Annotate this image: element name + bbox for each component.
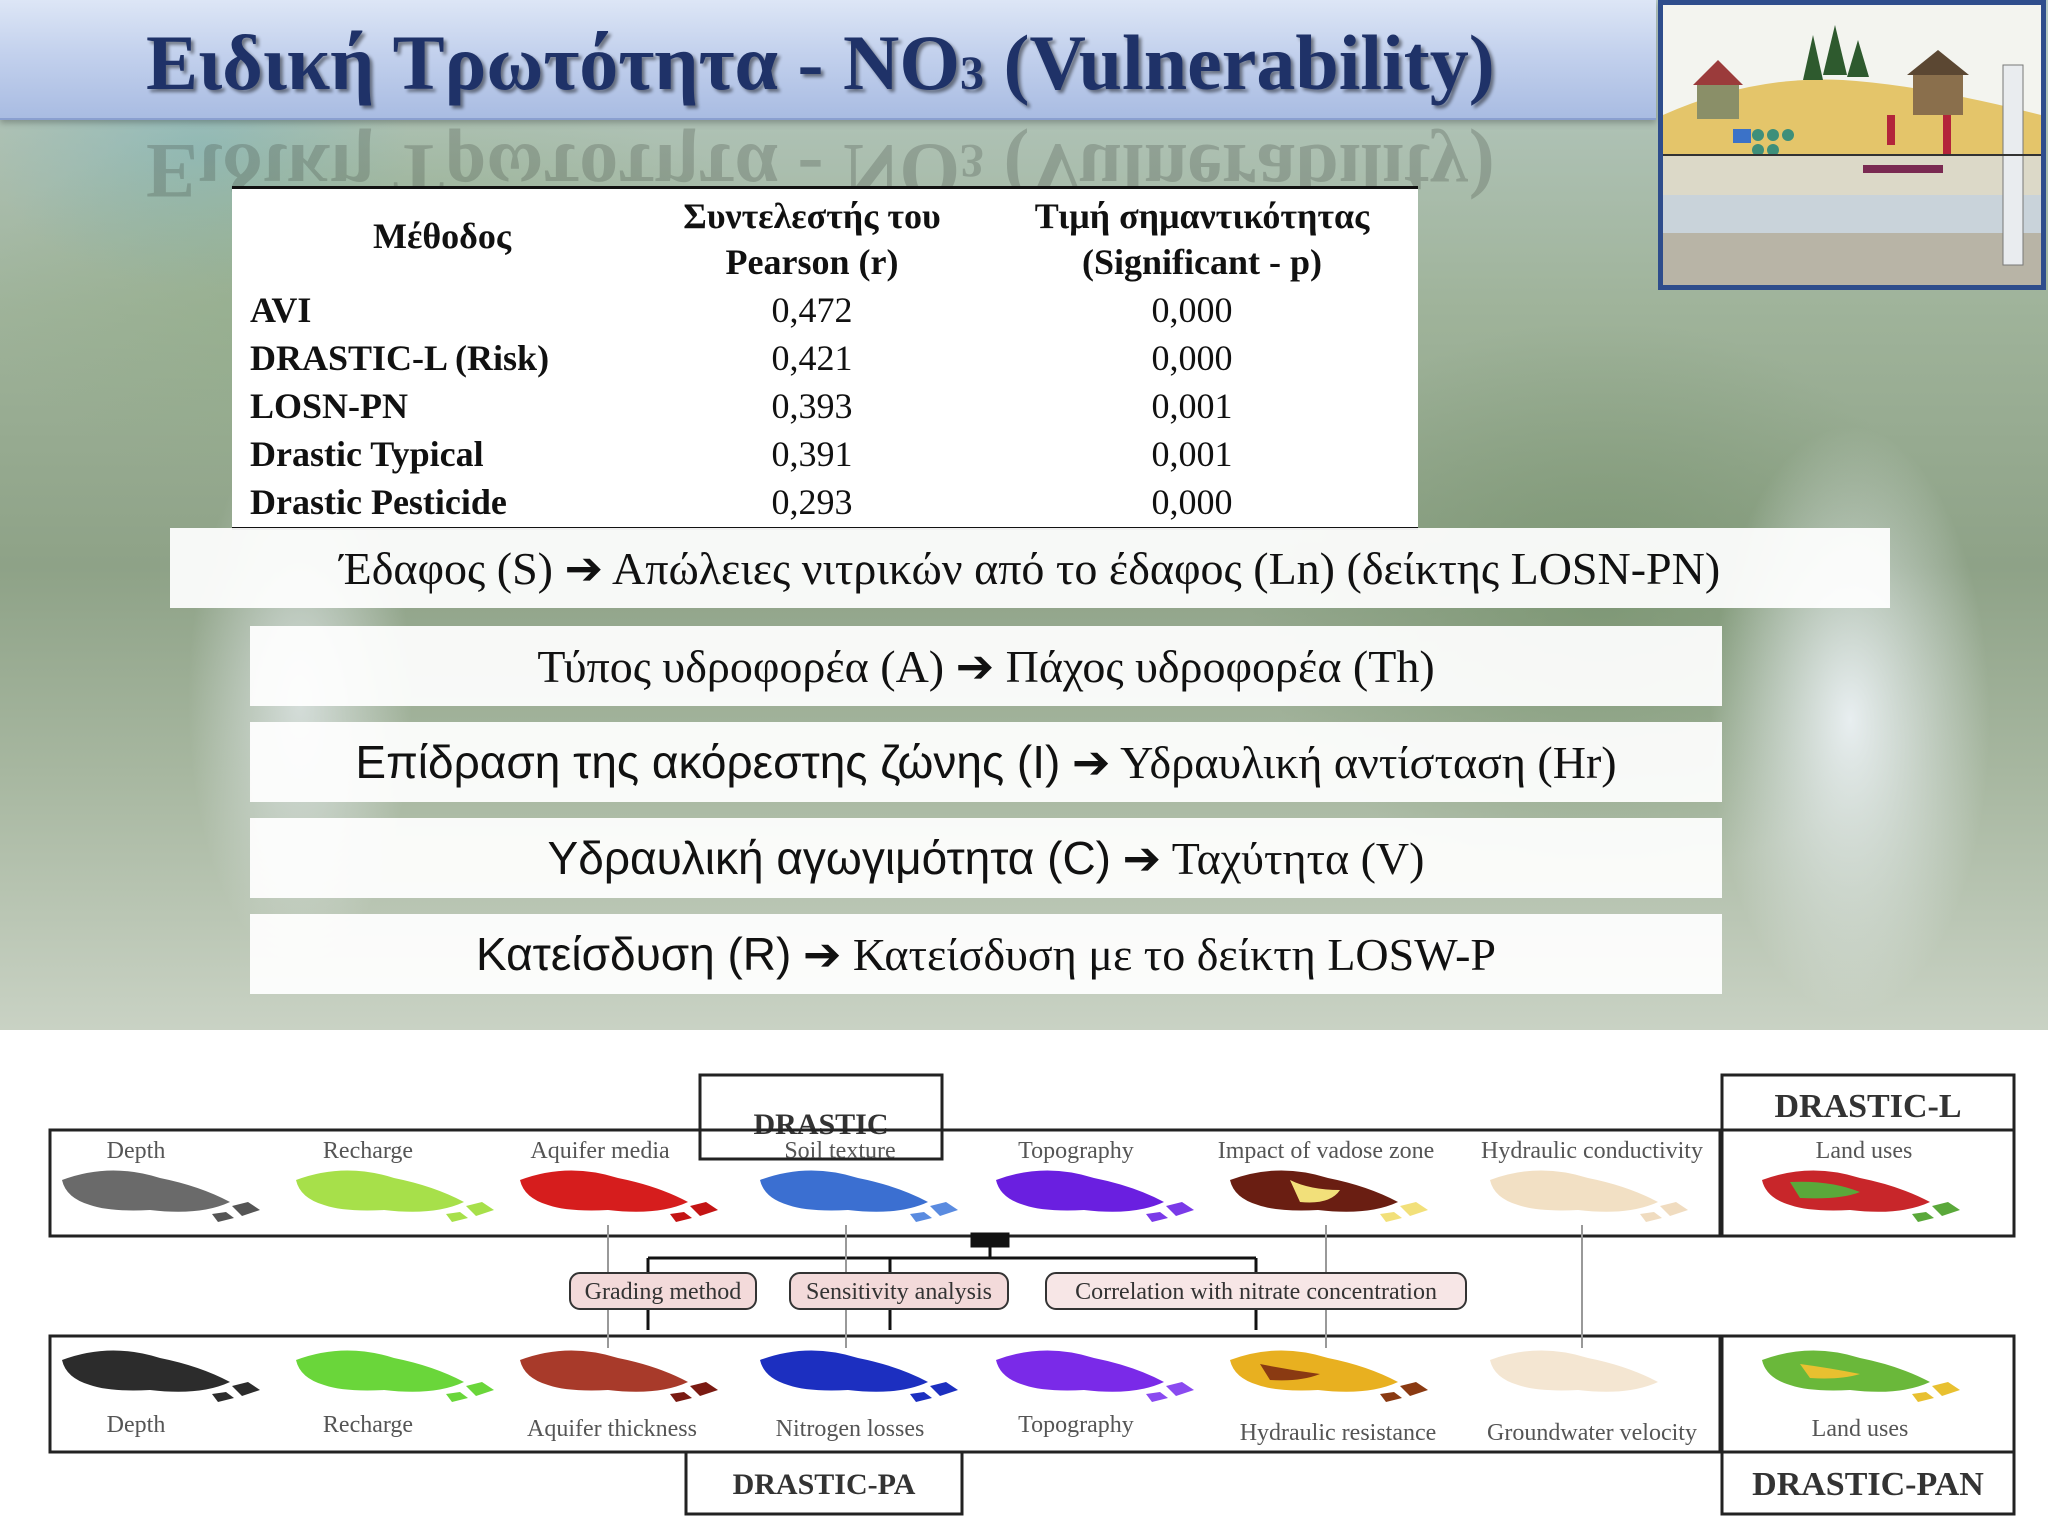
drastic-workflow-diagram: DRASTIC DRASTIC-L DRASTIC-PAN DRASTIC-PA…: [48, 1073, 2016, 1516]
table-row: LOSN-PN 0,393 0,001: [232, 385, 1418, 433]
map-label: Impact of vadose zone: [1218, 1138, 1435, 1164]
drastic-l-frame: [1720, 1073, 2016, 1238]
header-pearson-line1: Συντελεστής του: [683, 196, 941, 236]
cell-method: AVI: [250, 290, 312, 330]
table-row: Drastic Pesticide 0,293 0,000: [232, 481, 1418, 529]
table-row: Drastic Typical 0,391 0,001: [232, 433, 1418, 481]
header-pearson-line2: Pearson (r): [725, 242, 899, 282]
mapping-to: Απώλειες νιτρικών από το έδαφος (Ln) (δε…: [612, 543, 1721, 594]
mapping-band-recharge: Κατείσδυση (R) ➔ Κατείσδυση με το δείκτη…: [250, 914, 1722, 994]
cell-pearson: 0,391: [771, 434, 853, 474]
page-title: Ειδική Τρωτότητα - NO3 (Vulnerability): [146, 19, 1495, 106]
mapping-from: Κατείσδυση (R): [475, 928, 792, 980]
arrow-icon: ➔: [1071, 735, 1111, 789]
map-label: Recharge: [323, 1412, 413, 1438]
method-pill: [789, 1272, 1009, 1310]
drastic-pa-label: DRASTIC-PA: [733, 1468, 916, 1501]
cell-significance: 0,000: [1151, 338, 1233, 378]
cell-significance: 0,000: [1151, 482, 1233, 522]
cell-significance: 0,001: [1151, 434, 1233, 474]
arrow-icon: ➔: [1122, 831, 1162, 885]
mapping-band-conductivity: Υδραυλική αγωγιμότητα (C) ➔ Ταχύτητα (V): [250, 818, 1722, 898]
drastic-label: DRASTIC: [753, 1108, 888, 1141]
mapping-from: Έδαφος (S): [339, 543, 553, 594]
connector-lines: [646, 1232, 1258, 1330]
drastic-maps-frame: [48, 1128, 1722, 1238]
arrow-icon: ➔: [802, 927, 842, 981]
top-map-thumbnails: [62, 1170, 1960, 1222]
cell-method: Drastic Typical: [250, 434, 484, 474]
cell-pearson: 0,293: [771, 482, 853, 522]
map-label: Land uses: [1812, 1416, 1909, 1442]
map-label: Soil texture: [784, 1138, 895, 1164]
mapping-band-soil: Έδαφος (S) ➔ Απώλειες νιτρικών από το έδ…: [170, 528, 1890, 608]
mapping-from: Επίδραση της ακόρεστης ζώνης (I): [355, 736, 1061, 788]
map-label: Aquifer thickness: [527, 1416, 697, 1442]
map-label: Topography: [1018, 1412, 1134, 1438]
header-method: Μέθοδος: [372, 216, 512, 256]
drastic-pan-label: DRASTIC-PAN: [1752, 1466, 1984, 1503]
method-sensitivity: Sensitivity analysis: [806, 1279, 992, 1305]
map-label: Hydraulic resistance: [1240, 1420, 1437, 1446]
projection-lines: [607, 1225, 1583, 1348]
header-significance-line2: (Significant - p): [1081, 242, 1322, 282]
mapping-from: Τύπος υδροφορέα (A): [537, 641, 945, 692]
cell-pearson: 0,393: [771, 386, 853, 426]
mapping-band-vadose: Επίδραση της ακόρεστης ζώνης (I) ➔ Υδραυ…: [250, 722, 1722, 802]
arrow-icon: ➔: [955, 639, 995, 693]
table-row: AVI 0,472 0,000: [232, 289, 1418, 337]
map-label: Topography: [1018, 1138, 1134, 1164]
map-label: Groundwater velocity: [1487, 1420, 1697, 1446]
method-grading: Grading method: [585, 1279, 742, 1305]
cell-pearson: 0,472: [771, 290, 853, 330]
title-bar: [0, 0, 1656, 120]
table-row: DRASTIC-L (Risk) 0,421 0,000: [232, 337, 1418, 385]
map-label: Hydraulic conductivity: [1481, 1138, 1703, 1164]
mapping-to: Κατείσδυση με το δείκτη LOSW-P: [852, 929, 1497, 980]
header-significance-line1: Τιμή σημαντικότητας: [1034, 196, 1370, 236]
cell-method: LOSN-PN: [250, 386, 409, 426]
map-label: Depth: [107, 1412, 166, 1438]
mapping-to: Υδραυλική αντίσταση (Hr): [1120, 737, 1617, 788]
bottom-map-thumbnails: [62, 1350, 1960, 1402]
correlation-table: Μέθοδος Συντελεστής του Pearson (r) Τιμή…: [232, 186, 1418, 530]
cell-significance: 0,000: [1151, 290, 1233, 330]
drastic-l-label: DRASTIC-L: [1774, 1088, 1961, 1125]
map-label: Land uses: [1816, 1138, 1913, 1164]
map-label: Aquifer media: [530, 1138, 670, 1164]
mapping-to: Ταχύτητα (V): [1171, 833, 1425, 884]
drastic-pa-label-box: [684, 1450, 964, 1516]
map-label: Recharge: [323, 1138, 413, 1164]
map-label: Nitrogen losses: [776, 1416, 925, 1442]
cell-method: DRASTIC-L (Risk): [250, 338, 550, 378]
drastic-label-box: [698, 1073, 944, 1161]
cell-significance: 0,001: [1151, 386, 1233, 426]
arrow-icon: ➔: [564, 541, 604, 595]
mapping-band-aquifer: Τύπος υδροφορέα (A) ➔ Πάχος υδροφορέα (T…: [250, 626, 1722, 706]
method-pill: [569, 1272, 757, 1310]
mapping-from: Υδραυλική αγωγιμότητα (C): [547, 832, 1112, 884]
cell-method: Drastic Pesticide: [250, 482, 507, 522]
method-pill: [1045, 1272, 1467, 1310]
map-label: Depth: [107, 1138, 166, 1164]
cell-pearson: 0,421: [771, 338, 853, 378]
mapping-to: Πάχος υδροφορέα (Th): [1005, 641, 1435, 692]
groundwater-illustration: [1658, 0, 2046, 290]
method-correlation: Correlation with nitrate concentration: [1075, 1279, 1437, 1305]
